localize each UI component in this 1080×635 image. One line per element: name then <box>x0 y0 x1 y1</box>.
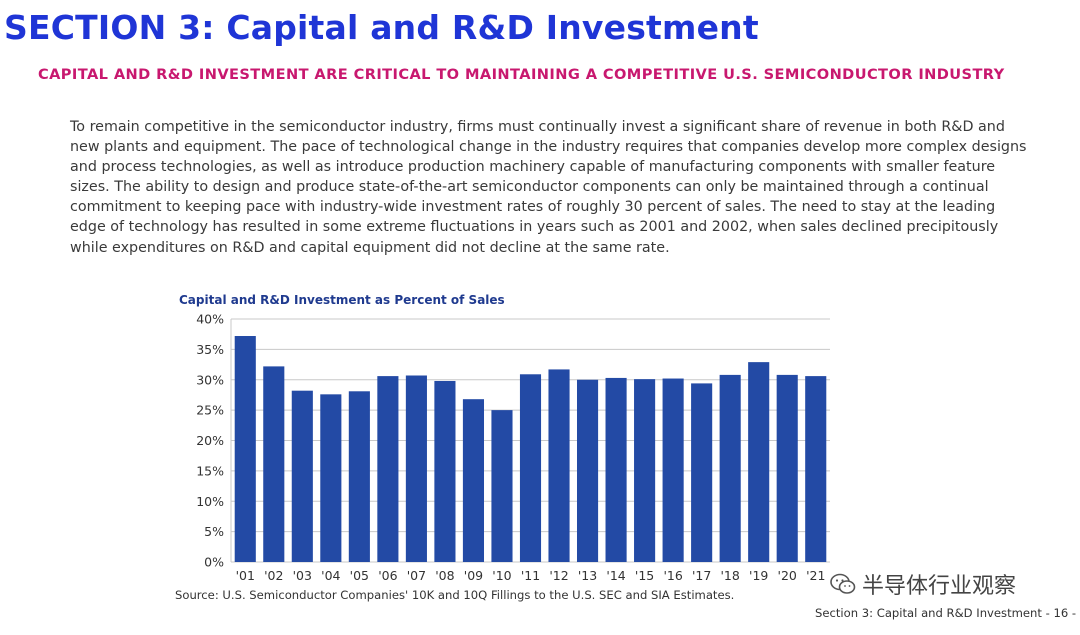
section-title: SECTION 3: Capital and R&D Investment <box>4 8 759 47</box>
x-tick-label: '02 <box>264 568 283 583</box>
watermark: 半导体行业观察 <box>826 568 1021 600</box>
chart-bar <box>462 399 485 562</box>
x-tick-label: '19 <box>749 568 768 583</box>
x-tick-label: '09 <box>464 568 483 583</box>
chart-bar <box>405 375 427 562</box>
chart-bar <box>805 376 827 562</box>
x-tick-label: '16 <box>663 568 682 583</box>
y-tick-label: 25% <box>196 403 224 418</box>
chart-bar <box>776 374 798 562</box>
x-tick-label: '18 <box>720 568 739 583</box>
y-tick-label: 5% <box>204 524 224 539</box>
body-paragraph: To remain competitive in the semiconduct… <box>70 119 1027 256</box>
wechat-icon <box>830 573 856 594</box>
y-tick-label: 10% <box>196 494 224 509</box>
y-axis-ticks: 0% 5% 10% 15% 20% 25% 30% 35% 40% <box>196 312 224 570</box>
x-tick-label: '13 <box>578 568 597 583</box>
x-tick-label: '07 <box>407 568 426 583</box>
x-tick-label: '04 <box>321 568 340 583</box>
y-tick-label: 40% <box>196 312 224 327</box>
chart-bar <box>662 378 684 562</box>
chart-bar <box>234 336 256 562</box>
x-tick-label: '15 <box>635 568 654 583</box>
chart-bar <box>691 383 713 562</box>
source-note: Source: U.S. Semiconductor Companies' 10… <box>175 588 735 602</box>
chart-bar <box>634 379 656 562</box>
chart-bars <box>234 336 827 562</box>
x-tick-label: '05 <box>350 568 369 583</box>
y-tick-label: 30% <box>196 372 224 387</box>
y-tick-label: 15% <box>196 463 224 478</box>
x-tick-label: '11 <box>521 568 540 583</box>
x-tick-label: '20 <box>778 568 797 583</box>
chart-bar <box>576 379 599 562</box>
chart-bar <box>548 369 570 562</box>
section-subtitle: CAPITAL AND R&D INVESTMENT ARE CRITICAL … <box>38 66 1005 83</box>
x-tick-label: '12 <box>549 568 568 583</box>
chart-bar <box>605 377 627 562</box>
x-axis-ticks: '01 '02 '03 '04 '05 '06 '07 '08 '09 '10 '11 '12 '13 '… <box>236 568 826 583</box>
chart-title: Capital and R&D Investment as Percent of… <box>179 293 505 307</box>
chart-bar <box>291 390 313 562</box>
x-tick-label: '06 <box>378 568 397 583</box>
x-tick-label: '17 <box>692 568 711 583</box>
x-tick-label: '10 <box>492 568 511 583</box>
chart-bar <box>748 362 770 562</box>
chart-bar <box>320 394 342 562</box>
y-tick-label: 0% <box>204 555 224 570</box>
x-tick-label: '08 <box>435 568 454 583</box>
page-footer: Section 3: Capital and R&D Investment - … <box>815 606 1077 620</box>
y-tick-label: 20% <box>196 433 224 448</box>
chart-bar <box>263 366 285 562</box>
chart-bar <box>491 410 513 562</box>
x-tick-label: '03 <box>293 568 312 583</box>
chart-bar <box>434 380 456 562</box>
chart-bar <box>377 376 399 562</box>
chart-bar <box>519 374 542 562</box>
y-tick-label: 35% <box>196 342 224 357</box>
watermark-text: 半导体行业观察 <box>862 574 1017 599</box>
x-tick-label: '01 <box>236 568 255 583</box>
chart-bar <box>719 374 741 562</box>
chart-bar <box>348 391 370 562</box>
x-tick-label: '14 <box>606 568 625 583</box>
x-tick-label: '21 <box>806 568 825 583</box>
